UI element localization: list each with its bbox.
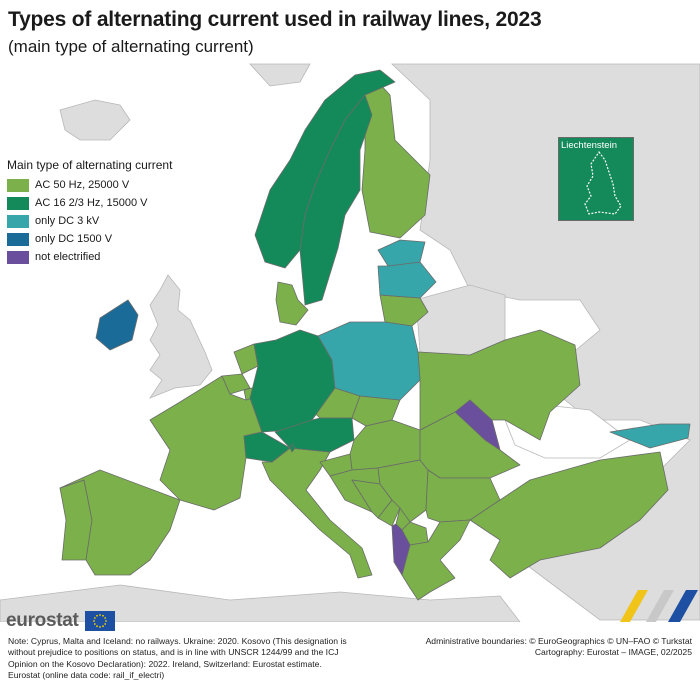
credits-block: Administrative boundaries: © EuroGeograp… [426,636,692,659]
liechtenstein-inset: Liechtenstein [558,137,634,221]
country-finland[interactable]: Finland [361,81,431,239]
country-slovakia[interactable]: Slovakia [351,395,401,427]
country-poland[interactable]: Poland [317,321,421,401]
liechtenstein-shape [584,150,622,215]
country-t-rkiye[interactable]: Türkiye [469,451,669,579]
legend-label: only DC 3 kV [35,215,100,227]
legend-label: AC 16 2/3 Hz, 15000 V [35,197,148,209]
country-sweden[interactable]: Sweden [299,94,373,306]
liechtenstein-inset-map [559,138,633,220]
legend-swatch [7,214,29,228]
belarus-land [414,284,506,356]
eurostat-logo: eurostat [6,610,115,632]
country-belgium[interactable]: Belgium [221,373,251,395]
legend-swatch [7,250,29,264]
boundaries-credit: Administrative boundaries: © EuroGeograp… [425,636,692,646]
legend-item: only DC 1500 V [7,230,172,248]
legend-title: Main type of alternating current [7,158,173,172]
legend-item: only DC 3 kV [7,212,172,230]
legend-items: AC 50 Hz, 25000 V AC 16 2/3 Hz, 15000 V on… [7,176,172,266]
map-canvas[interactable]: PortugalSpainFranceBelgiumNetherlandsLux… [0,62,700,622]
source-text: Eurostat (online data code: rail_if_elec… [8,669,165,680]
country-denmark[interactable]: Denmark [275,281,309,326]
legend-item: AC 16 2/3 Hz, 15000 V [7,194,172,212]
legend-label: not electrified [35,251,101,263]
legend-swatch [7,196,29,210]
gisco-logo-icon [620,590,698,622]
map-title: Types of alternating current used in rai… [8,8,542,31]
legend-swatch [7,232,29,246]
legend-swatch [7,178,29,192]
country-albania[interactable]: Albania [391,523,411,576]
liechtenstein-label: Liechtenstein [561,140,617,151]
country-georgia[interactable]: Georgia [609,423,691,449]
country-netherlands[interactable]: Netherlands [233,343,259,375]
cartography-credit: Cartography: Eurostat – IMAGE, 02/2025 [534,647,692,658]
greenland-piece [249,63,311,87]
eu-flag-icon [84,611,115,631]
country-moldova[interactable]: Moldova [454,399,501,451]
country-spain[interactable]: Spain [59,469,181,576]
map-legend: Main type of alternating current AC 50 H… [7,158,172,266]
notes-block: Note: Cyprus, Malta and Iceland: no rail… [8,636,353,681]
notes-text: Note: Cyprus, Malta and Iceland: no rail… [8,636,347,669]
legend-item: AC 50 Hz, 25000 V [7,176,172,194]
country-estonia[interactable]: Estonia [377,239,426,267]
legend-label: AC 50 Hz, 25000 V [35,179,130,191]
iceland-land [59,99,131,141]
africa-land [0,584,521,622]
map-subtitle: (main type of alternating current) [8,37,254,56]
country-switzerland[interactable]: Switzerland [243,431,291,463]
country-latvia[interactable]: Latvia [377,261,437,299]
country-germany[interactable]: Germany [249,329,336,433]
eurostat-wordmark: eurostat [6,610,79,631]
country-liechtenstein[interactable]: Liechtenstein [289,443,296,453]
countries-layer[interactable]: PortugalSpainFranceBelgiumNetherlandsLux… [59,69,691,601]
country-ireland[interactable]: Ireland [95,299,139,351]
country-austria[interactable]: Austria [274,417,355,453]
country-greece[interactable]: Greece [401,519,471,601]
legend-item: not electrified [7,248,172,266]
country-ukraine[interactable]: Ukraine [417,329,581,441]
legend-label: only DC 1500 V [35,233,113,245]
uk-land [148,274,213,399]
